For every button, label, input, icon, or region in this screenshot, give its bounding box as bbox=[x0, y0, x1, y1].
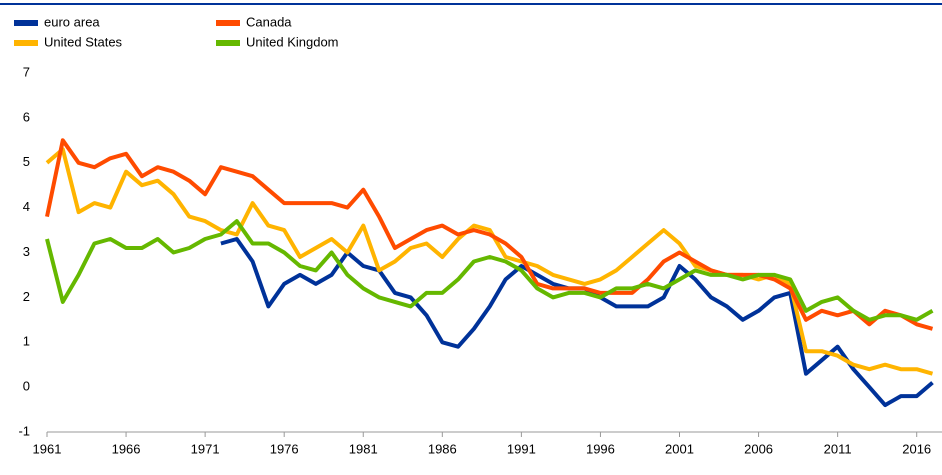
x-tick-label: 2011 bbox=[824, 441, 852, 456]
legend-swatch bbox=[216, 40, 240, 46]
y-tick-label: 5 bbox=[23, 154, 30, 169]
y-tick-label: 4 bbox=[23, 199, 30, 214]
x-tick-label: 2006 bbox=[744, 441, 773, 456]
x-tick-label: 1976 bbox=[270, 441, 299, 456]
y-tick-label: -1 bbox=[18, 423, 30, 438]
legend-label: Canada bbox=[246, 14, 292, 29]
legend-label: euro area bbox=[44, 14, 100, 29]
series-line bbox=[220, 237, 934, 408]
legend-label: United Kingdom bbox=[246, 34, 339, 49]
x-tick-label: 2001 bbox=[665, 441, 694, 456]
series-line bbox=[45, 138, 934, 331]
x-tick-label: 1991 bbox=[507, 441, 536, 456]
series-line bbox=[45, 147, 934, 376]
y-tick-label: 3 bbox=[23, 244, 30, 259]
x-tick-label: 1966 bbox=[112, 441, 141, 456]
x-tick-label: 1996 bbox=[586, 441, 615, 456]
x-tick-label: 1986 bbox=[428, 441, 457, 456]
y-tick-label: 2 bbox=[23, 289, 30, 304]
legend-swatch bbox=[14, 20, 38, 26]
y-tick-label: 1 bbox=[23, 334, 30, 349]
legend-swatch bbox=[216, 20, 240, 26]
legend-label: United States bbox=[44, 34, 123, 49]
y-tick-label: 0 bbox=[23, 379, 30, 394]
x-tick-label: 1961 bbox=[33, 441, 62, 456]
y-tick-label: 6 bbox=[23, 109, 30, 124]
x-tick-label: 1971 bbox=[191, 441, 220, 456]
y-tick-label: 7 bbox=[23, 64, 30, 79]
x-tick-label: 1981 bbox=[349, 441, 378, 456]
legend-swatch bbox=[14, 40, 38, 46]
series-line bbox=[45, 219, 934, 322]
x-tick-label: 2016 bbox=[902, 441, 931, 456]
